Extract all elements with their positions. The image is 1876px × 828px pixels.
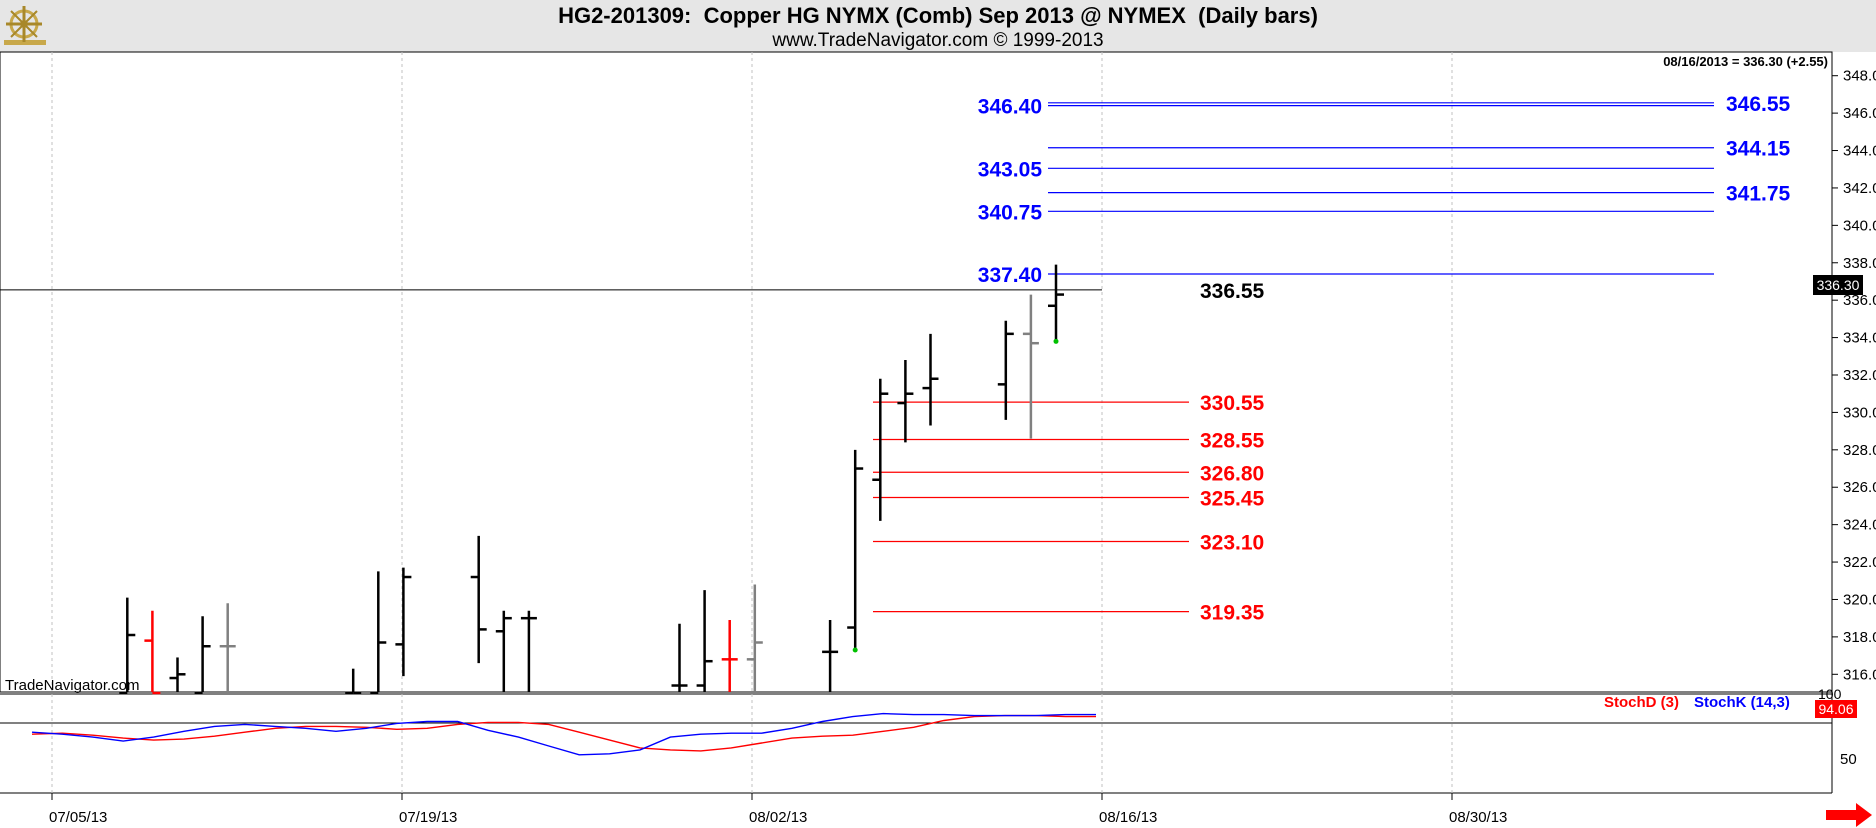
- ship-wheel-logo-icon: [4, 6, 46, 45]
- price-axis: 316.00 318.00 320.00 322.00 324.00 326.00 328.…: [1832, 68, 1876, 683]
- price-tick-label: 324.00: [1843, 517, 1876, 534]
- price-tick-label: 342.00: [1843, 180, 1876, 197]
- price-tick-label: 328.00: [1843, 442, 1876, 459]
- grid: [51, 52, 1453, 793]
- ohlc-bar: [495, 610, 512, 692]
- resistance-label: 346.40: [978, 96, 1042, 119]
- pivot-levels: 346.55 346.40 344.15 343.05 341.75 340.75 337.…: [0, 93, 1791, 625]
- ohlc-bar: [671, 623, 688, 692]
- support-label: 319.35: [1200, 602, 1265, 625]
- support-label: 325.45: [1200, 488, 1265, 511]
- price-tick-label: 344.00: [1843, 143, 1876, 160]
- stoch-tick-100: 100: [1818, 686, 1842, 702]
- price-tick-label: 334.00: [1843, 330, 1876, 347]
- support-label: 330.55: [1200, 392, 1265, 415]
- watermark: TradeNavigator.com: [5, 677, 140, 694]
- ohlc-bar: [746, 584, 763, 692]
- ohlc-bar: [847, 449, 864, 650]
- ohlc-bar: [1048, 264, 1064, 342]
- date-tick-label: 08/16/13: [1099, 809, 1157, 826]
- ohlc-bar: [395, 567, 412, 677]
- resistance-label: 337.40: [978, 264, 1042, 287]
- ohlc-bar: [470, 535, 487, 664]
- ohlc-bar: [144, 610, 161, 695]
- title-bar: [0, 0, 1876, 52]
- ohlc-bar: [520, 610, 537, 692]
- last-price-tag-text: 336.30: [1817, 277, 1860, 293]
- price-tick-label: 320.00: [1843, 591, 1876, 608]
- date-tick-label: 08/30/13: [1449, 809, 1507, 826]
- resistance-label: 346.55: [1726, 93, 1791, 116]
- price-tick-label: 336.00: [1843, 292, 1876, 309]
- ohlc-bar: [997, 320, 1014, 420]
- stoch-tick-50: 50: [1840, 751, 1857, 768]
- stoch-value-tag: [1815, 700, 1857, 718]
- resistance-label: 341.75: [1726, 183, 1791, 206]
- support-label: 323.10: [1200, 531, 1264, 554]
- ohlc-bar: [345, 668, 362, 695]
- stochastic-panel: [31, 712, 1096, 756]
- ohlc-bar: [872, 378, 889, 521]
- support-label: 328.55: [1200, 430, 1265, 453]
- date-tick-label: 08/02/13: [749, 809, 807, 826]
- last-price-readout: 08/16/2013 = 336.30 (+2.55): [1663, 54, 1828, 69]
- price-tick-label: 346.00: [1843, 105, 1876, 122]
- ohlc-bar: [696, 590, 713, 692]
- price-tick-label: 340.00: [1843, 217, 1876, 234]
- ohlc-bar: [219, 603, 236, 692]
- price-tick-label: 326.00: [1843, 479, 1876, 496]
- ohlc-bar: [119, 597, 136, 695]
- ohlc-bar: [922, 333, 939, 426]
- stoch-k-legend: StochK (14,3): [1694, 694, 1790, 711]
- ohlc-bar: [370, 571, 387, 695]
- price-tick-label: 330.00: [1843, 404, 1876, 421]
- date-axis: 07/05/13 07/19/13 08/02/13 08/16/13 08/30/13: [49, 793, 1507, 826]
- stoch-d-line: [31, 714, 1096, 752]
- ohlc-bars: [119, 264, 1064, 695]
- stoch-k-line: [31, 712, 1096, 756]
- page-title: HG2-201309: Copper HG NYMX (Comb) Sep 20…: [558, 3, 1318, 28]
- price-tick-label: 322.00: [1843, 554, 1876, 571]
- signal-dot: [1053, 338, 1059, 344]
- ohlc-bar: [822, 620, 839, 692]
- pivot-label: 336.55: [1200, 280, 1265, 303]
- stoch-d-legend: StochD (3): [1604, 694, 1679, 711]
- support-label: 326.80: [1200, 462, 1264, 485]
- ohlc-bar: [721, 620, 738, 692]
- stoch-value-tag-text: 94.06: [1818, 701, 1853, 717]
- red-right-arrow-icon[interactable]: [1826, 803, 1872, 827]
- ohlc-bar: [194, 616, 211, 695]
- resistance-label: 343.05: [978, 158, 1043, 181]
- signal-dot: [852, 647, 858, 653]
- ohlc-bar: [1022, 294, 1039, 439]
- date-tick-label: 07/05/13: [49, 809, 107, 826]
- ohlc-bar: [897, 360, 914, 443]
- page-subtitle: www.TradeNavigator.com © 1999-2013: [772, 30, 1104, 51]
- price-tick-label: 332.00: [1843, 367, 1876, 384]
- last-price-tag: [1813, 275, 1863, 295]
- price-tick-label: 348.00: [1843, 68, 1876, 85]
- price-tick-label: 318.00: [1843, 629, 1876, 646]
- resistance-label: 344.15: [1726, 138, 1791, 161]
- price-tick-label: 316.00: [1843, 666, 1876, 683]
- date-tick-label: 07/19/13: [399, 809, 457, 826]
- price-tick-label: 338.00: [1843, 255, 1876, 272]
- resistance-label: 340.75: [978, 201, 1043, 224]
- ohlc-bar: [169, 657, 186, 692]
